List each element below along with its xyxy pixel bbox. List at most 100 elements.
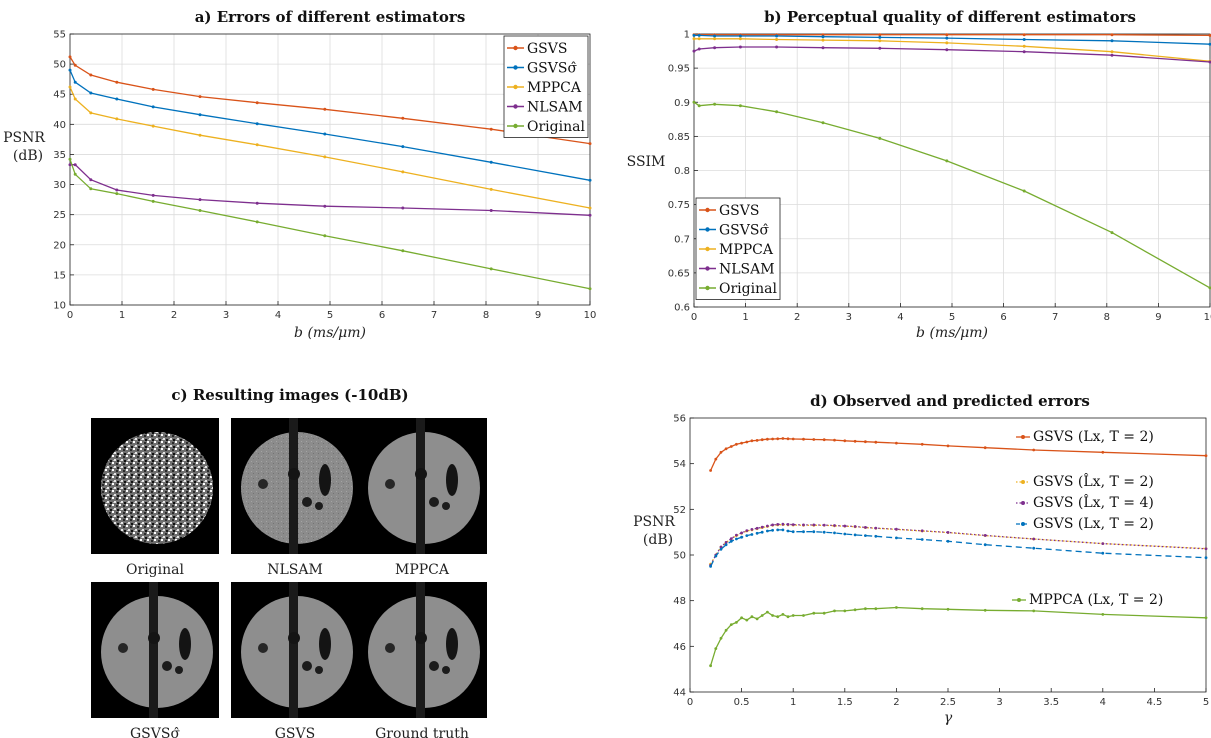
data-point [874, 440, 878, 444]
data-point [1110, 231, 1114, 235]
data-point [771, 523, 774, 527]
data-point [1101, 551, 1105, 555]
data-point [198, 198, 202, 202]
annotation-marker [1021, 501, 1025, 505]
data-point [697, 33, 701, 37]
data-point [709, 469, 712, 472]
data-point [692, 49, 696, 53]
data-point [719, 547, 723, 551]
data-point [255, 101, 259, 105]
data-point [786, 523, 790, 526]
result-image-3 [91, 582, 219, 718]
x-tick-label: 6 [1000, 312, 1006, 323]
legend-label: GSVSσ̂ [719, 223, 769, 239]
data-point [1022, 50, 1026, 54]
image-caption: NLSAM [267, 562, 323, 578]
x-tick-label: 0 [67, 310, 73, 321]
data-point [853, 533, 857, 537]
data-point [843, 439, 847, 443]
data-point [323, 107, 327, 111]
data-point [692, 100, 696, 104]
phantom-dot [415, 632, 427, 644]
data-point [89, 91, 93, 95]
data-point [89, 111, 93, 115]
data-point [401, 170, 405, 174]
data-point [588, 178, 592, 182]
data-point [874, 607, 878, 611]
y-tick-label: 30 [53, 180, 66, 191]
data-point [1110, 53, 1114, 57]
series-annotation: GSVS (Lx, T = 2) [1033, 516, 1154, 532]
y-tick-label: 0.65 [668, 268, 690, 279]
data-point [874, 534, 878, 538]
data-point [697, 37, 701, 41]
data-point [781, 522, 785, 526]
data-point [833, 609, 836, 613]
data-point [73, 97, 77, 101]
legend-marker [705, 227, 710, 232]
y-tick-label: 0.7 [674, 234, 690, 245]
data-point [1204, 547, 1208, 551]
data-point [738, 104, 742, 108]
y-tick-label: 25 [53, 210, 66, 221]
data-point [151, 193, 155, 197]
y-tick-label: 50 [53, 60, 66, 71]
data-point [1208, 286, 1211, 290]
data-point [1204, 616, 1208, 620]
data-point [983, 543, 987, 547]
panel-b-xlabel: b (ms/μm) [916, 325, 988, 341]
y-tick-label: 55 [53, 30, 66, 41]
data-point [864, 526, 867, 529]
data-point [766, 524, 769, 528]
y-tick-label: 0.9 [674, 98, 690, 109]
data-point [68, 68, 72, 72]
series-line-4 [709, 606, 1207, 666]
y-tick-label: 52 [673, 505, 686, 516]
x-tick-label: 3 [846, 312, 852, 323]
data-point [781, 613, 785, 616]
data-point [771, 437, 774, 441]
panel-d-xlabel: γ [944, 710, 953, 726]
x-tick-label: 0.5 [734, 697, 750, 708]
data-point [766, 529, 769, 533]
data-point [745, 618, 749, 622]
data-point [729, 623, 733, 626]
legend-label: NLSAM [719, 262, 775, 278]
data-point [323, 234, 327, 238]
series-annotation: GSVS (L̂x, T = 2) [1033, 472, 1154, 490]
image-caption: Original [126, 562, 184, 578]
data-point [489, 160, 493, 164]
data-point [719, 545, 723, 549]
panel-a-ylabel-2: (dB) [13, 148, 43, 164]
data-point [833, 438, 836, 442]
data-point [791, 523, 795, 526]
data-point [833, 531, 836, 535]
panel-a-xlabel: b (ms/μm) [294, 325, 366, 341]
data-point [73, 80, 77, 84]
data-point [771, 528, 774, 532]
data-point [776, 523, 780, 526]
legend-label: NLSAM [527, 100, 583, 116]
annotation-marker [1017, 598, 1021, 602]
data-point [776, 437, 780, 441]
data-point [588, 206, 592, 210]
data-point [878, 39, 882, 43]
panel-d-ylabel-1: PSNR [633, 514, 675, 530]
legend-marker [705, 266, 710, 271]
data-point [745, 440, 749, 444]
data-point [68, 157, 72, 161]
data-point [878, 136, 882, 140]
x-tick-label: 4.5 [1146, 697, 1162, 708]
data-point [802, 523, 805, 527]
phantom-dot [429, 497, 439, 507]
data-point [833, 524, 836, 527]
series-line-0 [694, 34, 1211, 37]
data-point [895, 441, 898, 445]
data-point [775, 38, 779, 41]
series-annotation: GSVS (L̂x, T = 4) [1033, 493, 1154, 511]
data-point [750, 439, 754, 443]
data-point [73, 63, 77, 67]
data-point [719, 450, 723, 454]
